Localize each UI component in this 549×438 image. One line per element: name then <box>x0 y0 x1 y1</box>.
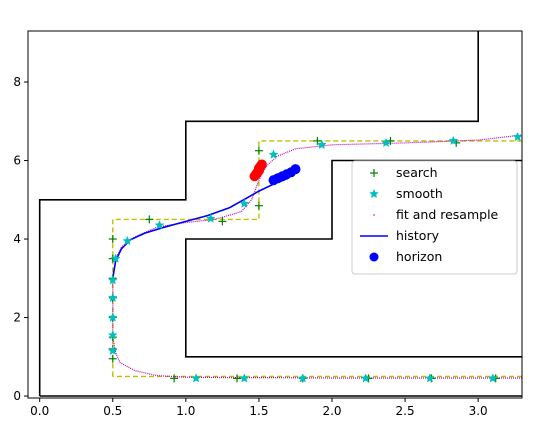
smooth-point-1 <box>107 330 118 340</box>
x-tick-label-1: 0.5 <box>103 404 122 418</box>
legend-marker-search <box>370 169 378 177</box>
horizon-point-5 <box>290 164 301 175</box>
y-tick-label-1: 2 <box>13 311 21 325</box>
smooth-point-0 <box>107 345 118 356</box>
smooth-point-4 <box>107 275 118 285</box>
smooth-point-20 <box>487 373 498 383</box>
y-tick-label-0: 0 <box>13 389 21 403</box>
legend-label-smooth: smooth <box>396 186 443 201</box>
search-point-19 <box>386 136 395 145</box>
legend-label-history: history <box>396 228 440 243</box>
search-point-10 <box>254 201 263 210</box>
smooth-point-18 <box>360 373 371 383</box>
smooth-point-16 <box>239 373 250 383</box>
search-point-6 <box>108 235 117 244</box>
legend-marker-fit-and-resample <box>373 214 375 216</box>
unlabeled-5-point-6 <box>256 159 267 170</box>
x-tick-label-2: 1.0 <box>176 404 195 418</box>
history-line <box>112 177 289 279</box>
series-layer <box>107 131 522 383</box>
search-point-0 <box>108 354 117 363</box>
smooth-point-3 <box>107 292 118 303</box>
smooth-point-8 <box>205 213 216 223</box>
legend-label-search: search <box>396 165 438 180</box>
x-tick-label-5: 2.5 <box>396 404 415 418</box>
series-unlabeled-5 <box>249 159 267 182</box>
smooth-point-5 <box>110 253 121 263</box>
smooth-point-9 <box>239 198 250 208</box>
fit-and-resample-line <box>112 134 522 379</box>
smooth-point-2 <box>107 312 118 322</box>
y-tick-label-2: 4 <box>13 232 21 246</box>
smooth-point-6 <box>122 235 133 246</box>
legend-marker-horizon <box>369 252 379 262</box>
corridor-layer <box>112 140 522 378</box>
search-point-13 <box>233 374 241 383</box>
series-horizon <box>268 164 301 186</box>
smooth-point-13 <box>448 135 459 146</box>
legend-marker-smooth <box>369 188 379 199</box>
x-tick-label-3: 1.5 <box>249 404 268 418</box>
y-tick-label-4: 8 <box>13 75 21 89</box>
series-fit-and-resample <box>112 134 522 379</box>
legend: search smooth fit and resample history horiz… <box>351 160 518 275</box>
wall-0 <box>38 31 480 396</box>
series-history <box>112 177 289 279</box>
smooth-point-11 <box>316 139 327 150</box>
search-point-11 <box>254 146 263 155</box>
smooth-point-10 <box>268 149 279 159</box>
axes-frame <box>27 30 523 399</box>
smooth-point-19 <box>424 373 435 383</box>
x-tick-label-4: 2.0 <box>322 404 341 418</box>
legend-label-fit-and-resample: fit and resample <box>396 207 499 222</box>
y-tick-label-3: 6 <box>13 154 21 168</box>
smooth-point-17 <box>297 373 308 383</box>
x-tick-label-6: 3.0 <box>469 404 488 418</box>
search-point-8 <box>145 215 154 224</box>
x-tick-label-0: 0.0 <box>30 404 49 418</box>
smooth-point-7 <box>154 220 165 230</box>
search-point-12 <box>170 374 179 383</box>
smooth-point-15 <box>191 373 202 383</box>
ticks-layer: 0.0 0.5 1.0 1.5 2.0 2.5 3.0 0 2 4 6 8 <box>13 75 487 418</box>
search-point-9 <box>218 217 227 226</box>
legend-box <box>351 160 518 275</box>
series-smooth <box>107 131 522 383</box>
corridor-line-0 <box>112 140 522 377</box>
smooth-point-14 <box>512 131 522 142</box>
legend-label-horizon: horizon <box>396 249 442 264</box>
smooth-point-12 <box>381 137 392 148</box>
